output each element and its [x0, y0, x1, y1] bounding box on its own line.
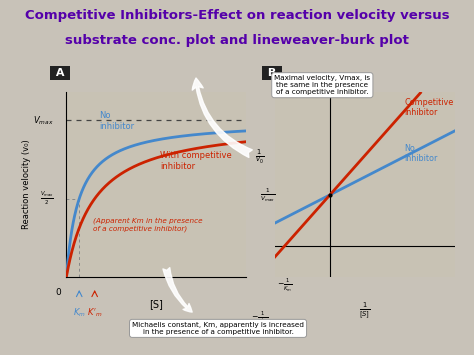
Text: $\frac{1}{V_{max}}$: $\frac{1}{V_{max}}$: [260, 186, 275, 203]
Text: Michaelis constant, Km, apparently is increased
in the presence of a competitive: Michaelis constant, Km, apparently is in…: [132, 322, 304, 335]
Text: No
inhibitor: No inhibitor: [405, 144, 438, 163]
Text: substrate conc. plot and lineweaver-burk plot: substrate conc. plot and lineweaver-burk…: [65, 34, 409, 47]
Text: B: B: [264, 68, 280, 78]
Text: $V_{max}$: $V_{max}$: [33, 114, 54, 127]
Text: $\frac{1}{v_0}$: $\frac{1}{v_0}$: [255, 148, 264, 166]
Text: [S]: [S]: [149, 299, 164, 309]
Text: $K_m$: $K_m$: [73, 306, 86, 319]
Text: Maximal velocity, Vmax, is
the same in the presence
of a competitive inhibitor.: Maximal velocity, Vmax, is the same in t…: [274, 75, 370, 95]
Text: No
inhibitor: No inhibitor: [99, 111, 134, 131]
Text: $\frac{1}{[S]}$: $\frac{1}{[S]}$: [359, 301, 371, 321]
Text: (Apparent Km in the presence
of a competitive inhibitor): (Apparent Km in the presence of a compet…: [93, 218, 203, 232]
FancyArrowPatch shape: [192, 78, 252, 158]
Text: Reaction velocity (v₀): Reaction velocity (v₀): [22, 140, 31, 229]
Text: 0: 0: [55, 288, 61, 297]
Text: $-\frac{1}{K'_m}$: $-\frac{1}{K'_m}$: [251, 310, 269, 327]
Text: A: A: [52, 68, 68, 78]
Text: $-\frac{1}{K_m}$: $-\frac{1}{K_m}$: [277, 277, 292, 294]
Text: $K'_m$: $K'_m$: [87, 306, 102, 319]
FancyArrowPatch shape: [163, 268, 192, 312]
Text: With competitive
inhibitor: With competitive inhibitor: [160, 151, 232, 171]
Text: $\frac{V_{max}}{2}$: $\frac{V_{max}}{2}$: [40, 190, 54, 207]
Text: Competitive
inhibitor: Competitive inhibitor: [405, 98, 454, 117]
Text: Competitive Inhibitors-Effect on reaction velocity versus: Competitive Inhibitors-Effect on reactio…: [25, 9, 449, 22]
